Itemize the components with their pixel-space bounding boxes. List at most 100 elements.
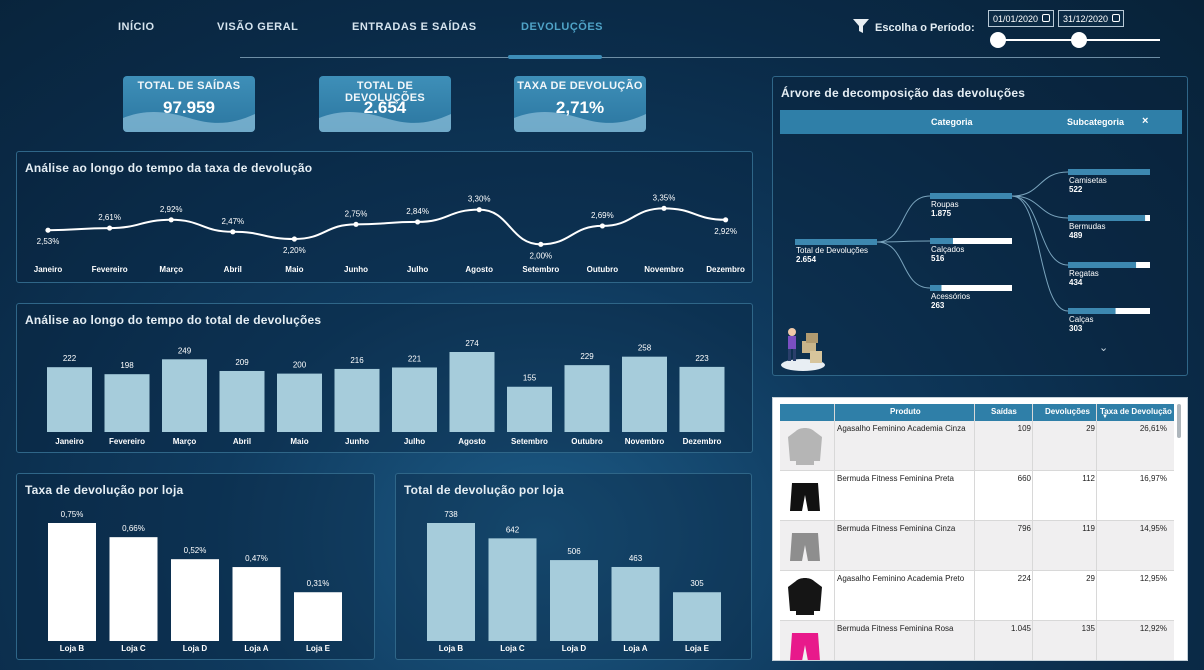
kpi-taxa-devolucao: TAXA DE DEVOLUÇÃO 2,71% xyxy=(514,76,646,132)
store-rate-panel: Taxa de devolução por loja 0,75% Loja B 0,… xyxy=(16,473,375,660)
x-tick-label: Loja A xyxy=(244,644,268,653)
col-taxa[interactable]: Taxa de Devolução xyxy=(1100,407,1172,416)
x-tick-label: Loja B xyxy=(439,644,464,653)
table-scrollbar[interactable] xyxy=(1177,404,1181,438)
tab-entradas-e-saidas[interactable]: ENTRADAS E SAÍDAS xyxy=(352,21,477,33)
x-tick-label: Fevereiro xyxy=(109,437,145,446)
data-label: 2,92% xyxy=(714,227,737,236)
data-label: 221 xyxy=(408,354,422,363)
x-tick-label: Loja D xyxy=(562,644,587,653)
kpi-title: TAXA DE DEVOLUÇÃO xyxy=(517,80,643,92)
tree-col-categoria[interactable]: Categoria xyxy=(931,117,973,127)
tree-node-label: Roupas xyxy=(931,200,959,209)
bar xyxy=(47,367,92,432)
x-tick-label: Junho xyxy=(345,437,369,446)
data-label: 463 xyxy=(629,554,643,563)
col-saidas[interactable]: Saídas xyxy=(991,407,1017,416)
tree-connector xyxy=(1011,195,1069,266)
x-tick-label: Loja C xyxy=(500,644,525,653)
cell-taxa: 12,92% xyxy=(1139,624,1167,633)
tree-bar-fill xyxy=(795,239,877,245)
filter-icon xyxy=(853,19,869,33)
x-tick-label: Loja B xyxy=(60,644,85,653)
x-tick-label: Julho xyxy=(404,437,425,446)
nav-divider xyxy=(240,57,1160,58)
bar xyxy=(507,386,552,432)
x-tick-label: Dezembro xyxy=(706,265,745,274)
table-row[interactable]: Bermuda Fitness Feminina Preta 660 112 16,9… xyxy=(780,471,1174,521)
data-label: 2,61% xyxy=(98,213,121,222)
cell-saidas: 796 xyxy=(1017,524,1031,533)
tree-title: Árvore de decomposição das devoluções xyxy=(781,86,1026,100)
bar xyxy=(488,538,537,641)
data-label: 3,35% xyxy=(653,193,676,202)
period-slider-end-handle[interactable] xyxy=(1071,32,1087,48)
data-point xyxy=(45,227,51,233)
calendar-icon[interactable] xyxy=(1042,14,1050,22)
tree-bar-fill xyxy=(1068,169,1150,175)
cell-saidas: 109 xyxy=(1017,424,1031,433)
wave-decoration xyxy=(319,112,451,132)
x-tick-label: Maio xyxy=(290,437,308,446)
tree-connector xyxy=(1011,195,1069,312)
data-point xyxy=(723,217,729,223)
tree-connector xyxy=(876,241,931,289)
period-slider-start-handle[interactable] xyxy=(990,32,1006,48)
end-date-field[interactable]: 31/12/2020 xyxy=(1058,10,1124,27)
tree-node-value: 263 xyxy=(931,301,945,310)
table-row[interactable]: Bermuda Fitness Feminina Rosa 1.045 135 12,… xyxy=(780,621,1174,660)
x-tick-label: Janeiro xyxy=(55,437,84,446)
data-point xyxy=(476,207,482,213)
data-label: 0,47% xyxy=(245,554,268,563)
table-row[interactable]: Bermuda Fitness Feminina Cinza 796 119 14,9… xyxy=(780,521,1174,571)
tree-col-subcategoria[interactable]: Subcategoria xyxy=(1067,117,1125,127)
tab-visao-geral[interactable]: VISÃO GERAL xyxy=(217,21,299,33)
top-navigation: INÍCIO VISÃO GERAL ENTRADAS E SAÍDAS DEV… xyxy=(0,0,1204,60)
decomposition-tree-panel: Árvore de decomposição das devoluções Ca… xyxy=(772,76,1188,376)
tree-connector xyxy=(876,195,931,243)
data-label: 0,31% xyxy=(307,579,330,588)
bar xyxy=(219,370,265,432)
calendar-icon[interactable] xyxy=(1112,14,1120,22)
data-point xyxy=(107,225,113,231)
tab-devolucoes[interactable]: DEVOLUÇÕES xyxy=(521,21,604,33)
cell-saidas: 1.045 xyxy=(1010,624,1031,633)
tree-node-label: Regatas xyxy=(1069,269,1099,278)
close-icon[interactable]: × xyxy=(1142,115,1149,127)
bar xyxy=(679,366,725,432)
x-tick-label: Outubro xyxy=(587,265,619,274)
x-tick-label: Abril xyxy=(224,265,242,274)
bar xyxy=(673,592,721,641)
table-row[interactable]: Agasalho Feminino Academia Cinza 109 29 26,… xyxy=(780,421,1174,471)
x-tick-label: Loja C xyxy=(121,644,146,653)
tree-node-label: Acessórios xyxy=(931,292,970,301)
sort-desc-icon[interactable]: ▼ xyxy=(1102,414,1108,420)
tree-bar-fill xyxy=(1068,215,1146,221)
chevron-down-icon[interactable]: ⌄ xyxy=(1099,342,1109,354)
table-row[interactable]: Agasalho Feminino Academia Preto 224 29 12,… xyxy=(780,571,1174,621)
wave-decoration xyxy=(514,112,646,132)
chart-title: Total de devolução por loja xyxy=(404,483,564,497)
col-devolucoes[interactable]: Devoluções xyxy=(1045,407,1090,416)
data-point xyxy=(168,217,174,223)
bar xyxy=(427,523,475,641)
col-produto[interactable]: Produto xyxy=(890,407,921,416)
delivery-person-illustration xyxy=(781,328,825,371)
tree-node-value: 303 xyxy=(1069,324,1083,333)
start-date-field[interactable]: 01/01/2020 xyxy=(988,10,1054,27)
series-line xyxy=(47,207,726,246)
x-tick-label: Setembro xyxy=(511,437,548,446)
bar xyxy=(232,567,281,641)
cell-produto: Agasalho Feminino Academia Preto xyxy=(837,574,965,583)
cell-produto: Agasalho Feminino Academia Cinza xyxy=(837,424,966,433)
tab-inicio[interactable]: INÍCIO xyxy=(118,21,155,33)
data-label: 216 xyxy=(350,356,364,365)
tree-node-label: Camisetas xyxy=(1069,176,1107,185)
x-tick-label: Abril xyxy=(233,437,251,446)
tree-bar-fill xyxy=(1068,262,1137,268)
tree-connector xyxy=(876,240,931,243)
bar xyxy=(294,592,342,641)
tree-node-label: Bermudas xyxy=(1069,222,1105,231)
bar xyxy=(449,352,495,432)
tree-bar-fill xyxy=(930,285,942,291)
